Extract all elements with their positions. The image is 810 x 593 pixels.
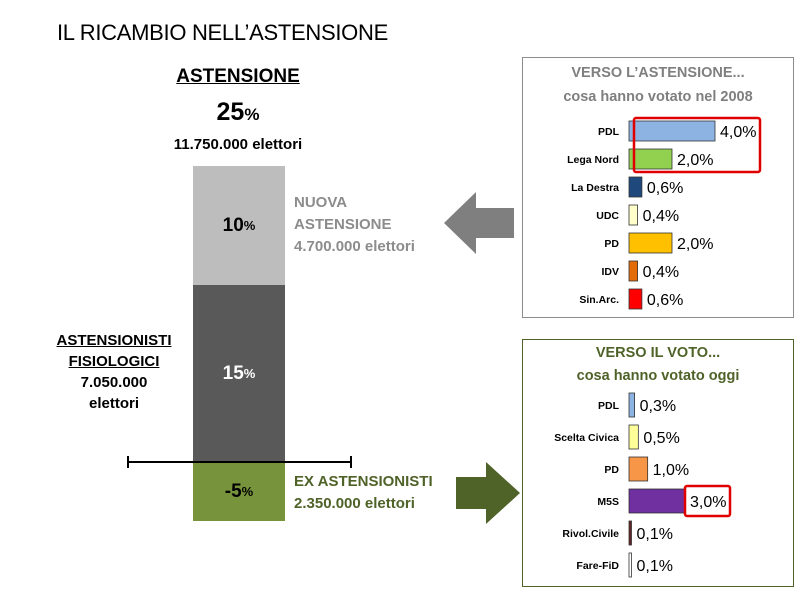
category-label-m5s: M5S	[597, 496, 619, 508]
new-abstention-label: NUOVA ASTENSIONE 4.700.000 elettori	[294, 192, 415, 258]
bar-lega-nord	[628, 148, 673, 170]
arrow-left-shape	[444, 192, 514, 254]
bar-sin-arc	[628, 288, 643, 310]
baseline-tick-left	[127, 456, 129, 468]
bar-fare-fid	[628, 552, 632, 578]
chart-current-votes: PDL 0,3% Scelta Civica 0,5% PD 1,0% M5S 3,0% Riv…	[554, 392, 732, 578]
category-label-pd: PD	[604, 464, 619, 476]
panel-top-title: VERSO L’ASTENSIONE...	[571, 65, 745, 81]
category-label-pdl: PDL	[598, 126, 620, 138]
new-abstention-label-line3: 4.700.000 elettori	[294, 238, 415, 255]
panel-bottom-subtitle: cosa hanno votato oggi	[576, 368, 740, 384]
stack-segment-ex-abstention: -5%	[193, 462, 285, 521]
arrow-left-icon	[444, 192, 514, 254]
highlight-box	[632, 116, 762, 174]
baseline-axis	[127, 461, 352, 463]
physiological-label-line4: elettori	[88, 395, 139, 412]
abstention-total-pct: 25%	[168, 98, 308, 127]
value-label-m5s: 3,0%	[690, 494, 726, 511]
bar-m5s	[628, 488, 686, 514]
category-label-fare-fid: Fare-FiD	[576, 560, 619, 572]
new-abstention-label-line1: NUOVA	[294, 194, 348, 211]
segment-value-ex: -5	[224, 480, 242, 502]
value-label-udc: 0,4%	[643, 208, 679, 225]
value-label-scelta-civica: 0,5%	[643, 430, 679, 447]
highlight-box	[683, 484, 732, 518]
chart-2008-votes: PDL 4,0% Lega Nord 2,0% La Destra 0,6% UDC 0,4%…	[567, 116, 762, 310]
panel-to-abstention: VERSO L’ASTENSIONE... cosa hanno votato …	[522, 57, 794, 318]
category-label-pdl: PDL	[598, 400, 620, 412]
bar-pd	[628, 232, 673, 254]
ex-abstention-label: EX ASTENSIONISTI 2.350.000 elettori	[294, 471, 433, 515]
bar-udc	[628, 204, 639, 226]
value-label-idv: 0,4%	[643, 264, 679, 281]
physiological-label: ASTENSIONISTI FISIOLOGICI 7.050.000 elet…	[44, 330, 184, 414]
segment-unit-physiological: %	[243, 366, 256, 381]
ex-abstention-label-line2: 2.350.000 elettori	[294, 495, 415, 512]
segment-unit-new: %	[243, 218, 256, 233]
category-label-scelta-civica: Scelta Civica	[554, 432, 619, 444]
arrow-right-icon	[456, 462, 520, 524]
category-label-idv: IDV	[601, 266, 619, 278]
bar-scelta-civica	[628, 424, 639, 450]
panel-to-vote: VERSO IL VOTO... cosa hanno votato oggi …	[522, 339, 794, 587]
bar-pdl	[628, 392, 635, 418]
category-label-la-destra: La Destra	[571, 182, 619, 194]
bar-pdl	[628, 120, 716, 142]
physiological-label-line1: ASTENSIONISTI	[56, 332, 172, 349]
arrow-right-shape	[456, 462, 520, 524]
value-label-pd: 1,0%	[653, 462, 689, 479]
value-label-pdl: 4,0%	[720, 124, 756, 141]
abstention-pct-value: 25	[216, 98, 245, 126]
category-label-udc: UDC	[596, 210, 619, 222]
category-label-rivol-civile: Rivol.Civile	[562, 528, 619, 540]
value-label-pd: 2,0%	[677, 236, 713, 253]
abstention-total-voters: 11.750.000 elettori	[173, 136, 303, 153]
segment-value-new: 10	[222, 214, 244, 236]
value-label-fare-fid: 0,1%	[637, 558, 673, 575]
physiological-label-line3: 7.050.000	[80, 374, 148, 391]
category-label-lega-nord: Lega Nord	[567, 154, 619, 166]
value-label-lega-nord: 2,0%	[677, 152, 713, 169]
abstention-pct-sign: %	[244, 105, 260, 124]
segment-value-physiological: 15	[222, 362, 244, 384]
page-title: IL RICAMBIO NELL’ASTENSIONE	[57, 20, 388, 45]
baseline-tick-right	[350, 456, 352, 468]
new-abstention-label-line2: ASTENSIONE	[294, 216, 392, 233]
bar-la-destra	[628, 176, 643, 198]
bar-rivol-civile	[628, 520, 632, 546]
bar-pd	[628, 456, 649, 482]
stack-segment-new-abstention: 10%	[193, 166, 285, 285]
ex-abstention-label-line1: EX ASTENSIONISTI	[294, 473, 433, 490]
segment-unit-ex: %	[241, 484, 254, 499]
value-label-pdl: 0,3%	[640, 398, 676, 415]
value-label-rivol-civile: 0,1%	[637, 526, 673, 543]
category-label-sin-arc: Sin.Arc.	[579, 294, 619, 306]
stack-segment-physiological: 15%	[193, 285, 285, 462]
bar-idv	[628, 260, 639, 282]
category-label-pd: PD	[604, 238, 619, 250]
value-label-sin-arc: 0,6%	[647, 292, 683, 309]
panel-bottom-title: VERSO IL VOTO...	[595, 345, 721, 361]
physiological-label-line2: FISIOLOGICI	[68, 353, 160, 370]
value-label-la-destra: 0,6%	[647, 180, 683, 197]
abstention-heading: ASTENSIONE	[176, 66, 300, 87]
panel-top-subtitle: cosa hanno votato nel 2008	[563, 89, 753, 105]
